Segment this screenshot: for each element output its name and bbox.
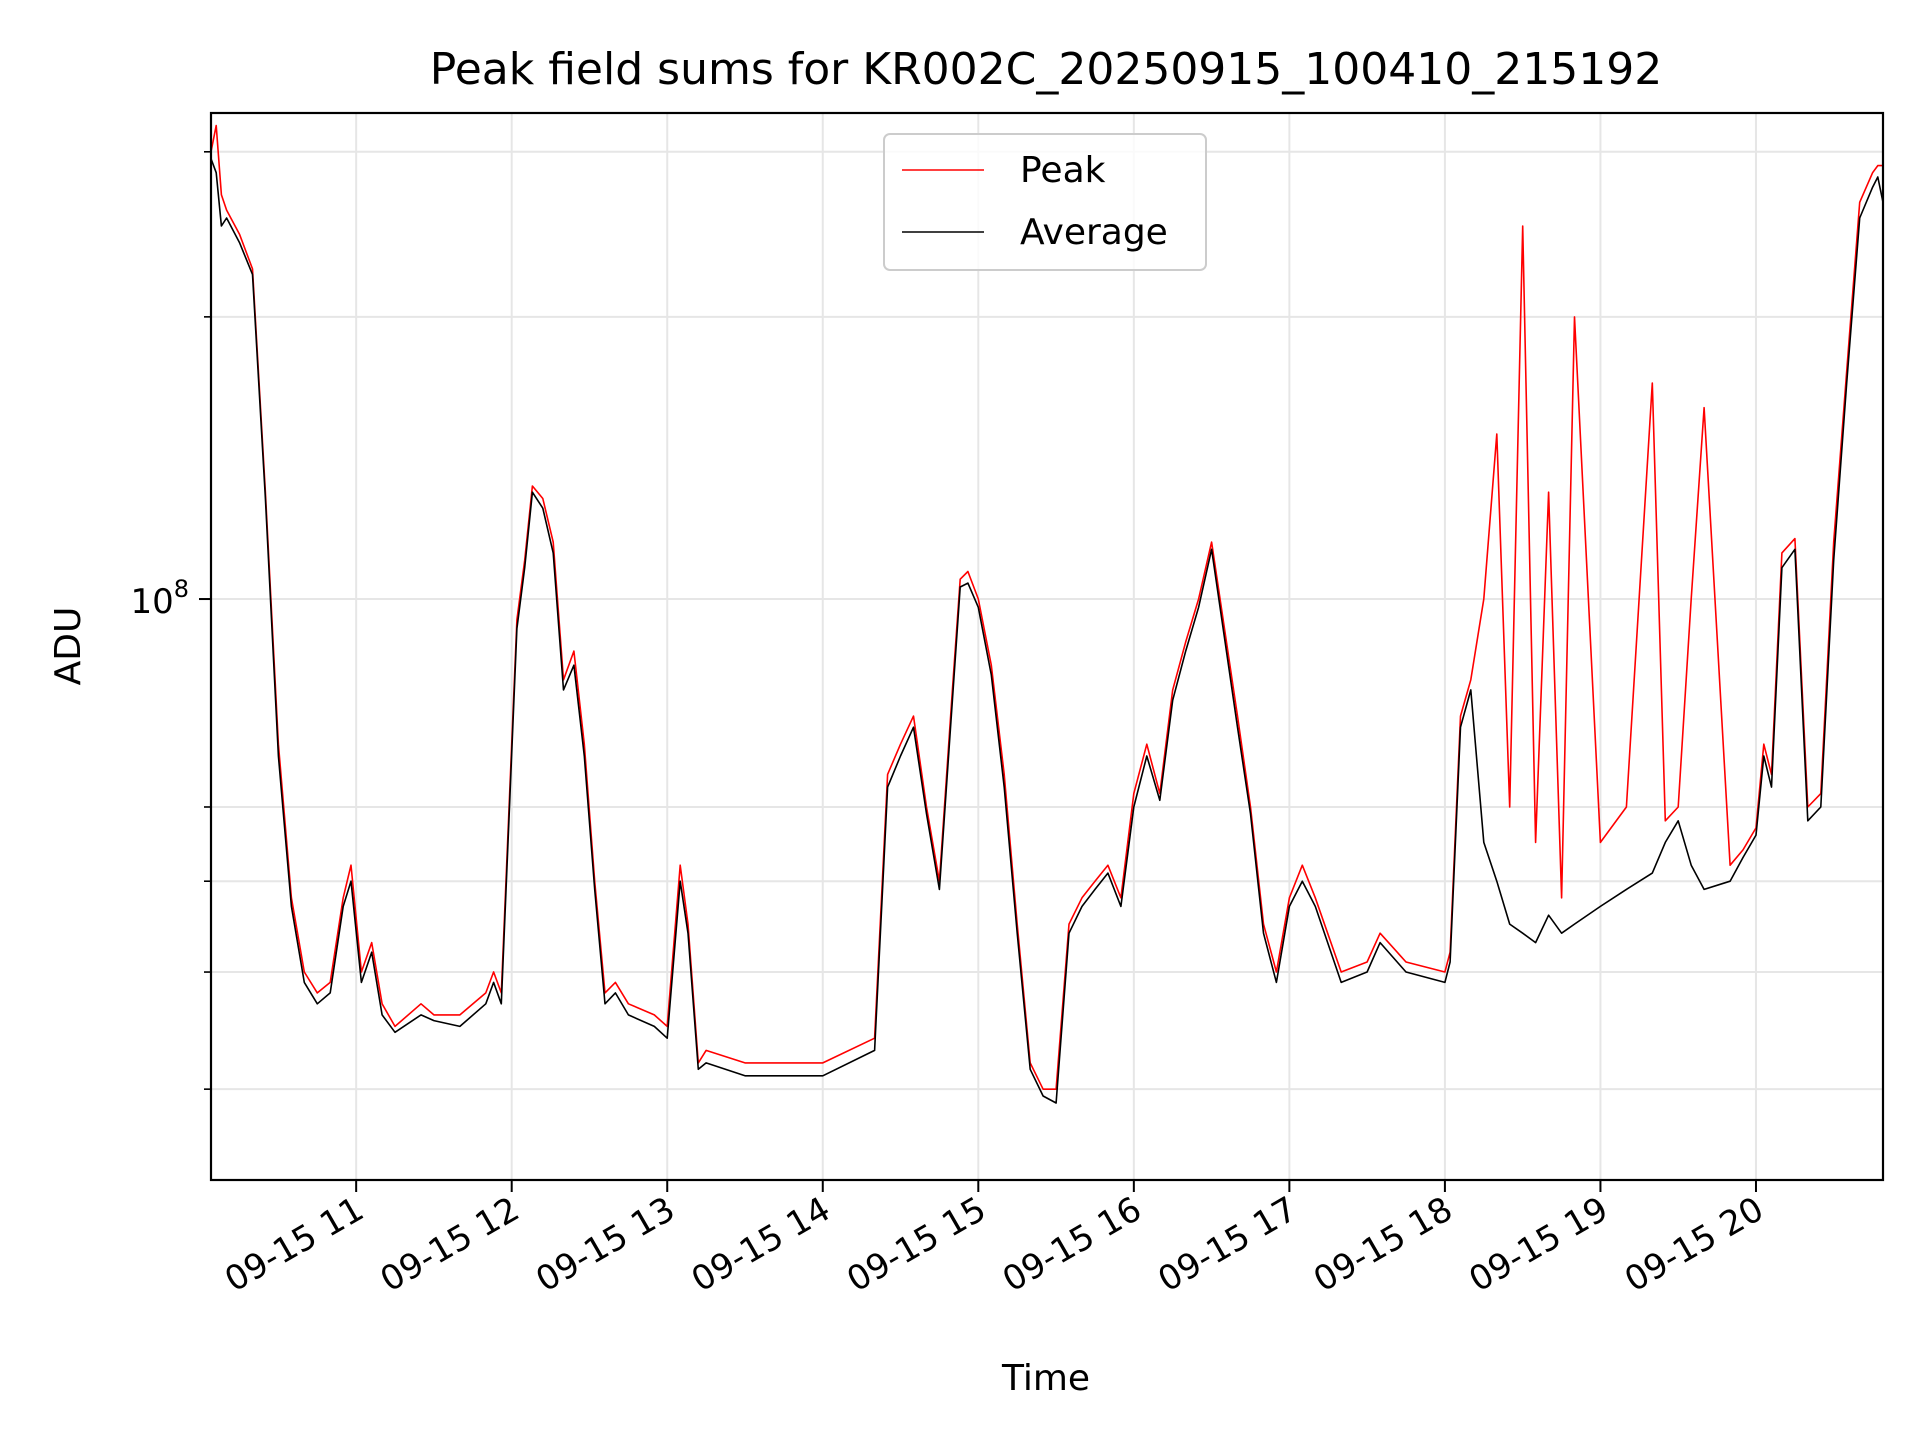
chart-title: Peak field sums for KR002C_20250915_1004… [430, 44, 1662, 95]
legend-label-peak: Peak [1020, 150, 1106, 191]
plot-frame [209, 111, 1885, 1182]
series-line-average [210, 158, 1884, 1104]
x-axis-label: Time [1001, 1358, 1090, 1399]
legend: Peak Average [883, 133, 1207, 271]
plot-lines [210, 124, 1884, 1104]
legend-box [883, 133, 1207, 271]
y-axis-label: ADU [48, 607, 89, 686]
legend-label-average: Average [1020, 212, 1168, 253]
series-line-peak [210, 124, 1883, 1090]
